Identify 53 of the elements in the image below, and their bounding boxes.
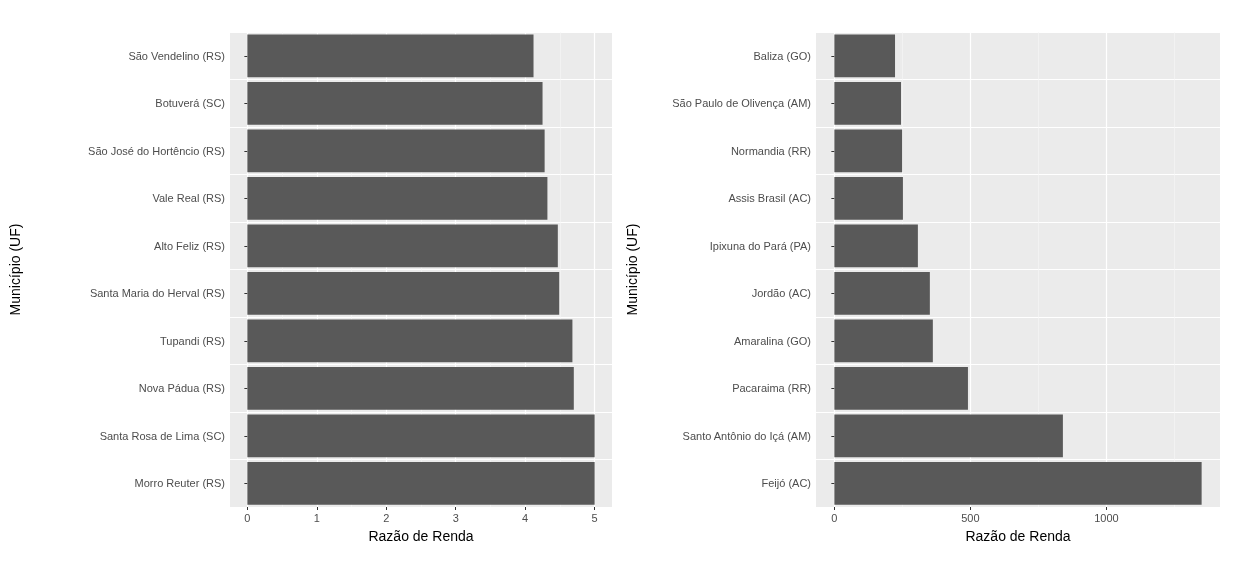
- y-tick-label: Santo Antônio do Içá (AM): [682, 429, 811, 442]
- bar: [247, 319, 573, 363]
- bar: [834, 81, 902, 125]
- bar: [834, 271, 930, 315]
- y-tick-label: Botuverá (SC): [155, 97, 225, 110]
- y-tick-label: Nova Pádua (RS): [138, 382, 225, 395]
- y-tick-label: Tupandi (RS): [159, 334, 225, 347]
- bar: [834, 366, 968, 410]
- x-tick-label: 4: [522, 511, 529, 524]
- y-tick-label: Jordão (AC): [751, 287, 811, 300]
- x-tick-label: 0: [244, 511, 251, 524]
- y-axis-title: Município (UF): [7, 223, 23, 316]
- bar: [247, 129, 545, 173]
- x-tick-label: 3: [452, 511, 459, 524]
- bar: [247, 34, 534, 78]
- y-tick-label: Assis Brasil (AC): [728, 192, 811, 205]
- x-axis-title: Razão de Renda: [965, 528, 1071, 544]
- bar: [247, 271, 560, 315]
- y-tick-label: Ipixuna do Pará (PA): [709, 239, 811, 252]
- y-tick-label: Alto Feliz (RS): [154, 239, 225, 252]
- bar: [834, 129, 903, 173]
- y-axis-title: Município (UF): [624, 223, 640, 316]
- bar: [247, 366, 574, 410]
- bar: [834, 414, 1063, 458]
- y-tick-label: São José do Hortêncio (RS): [88, 144, 225, 157]
- y-tick-label: Baliza (GO): [753, 49, 811, 62]
- bar: [834, 176, 903, 220]
- x-tick-label: 500: [961, 511, 980, 524]
- bar: [834, 319, 933, 363]
- bar: [247, 81, 543, 125]
- y-tick-label: Pacaraima (RR): [732, 382, 811, 395]
- y-tick-label: São Paulo de Olivença (AM): [672, 97, 811, 110]
- y-tick-label: Santa Rosa de Lima (SC): [99, 429, 225, 442]
- y-tick-label: Santa Maria do Herval (RS): [89, 287, 225, 300]
- y-tick-label: Vale Real (RS): [152, 192, 225, 205]
- y-tick-label: Feijó (AC): [761, 477, 811, 490]
- y-tick-label: São Vendelino (RS): [128, 49, 225, 62]
- bar: [247, 224, 558, 268]
- bar: [247, 414, 595, 458]
- x-axis-title: Razão de Renda: [368, 528, 474, 544]
- x-tick-label: 1: [313, 511, 320, 524]
- bar: [834, 34, 896, 78]
- x-tick-label: 2: [383, 511, 390, 524]
- x-tick-label: 1000: [1094, 511, 1119, 524]
- bar: [247, 461, 595, 505]
- x-tick-label: 0: [831, 511, 838, 524]
- x-tick-label: 5: [591, 511, 598, 524]
- bar: [834, 461, 1202, 505]
- bar: [247, 176, 548, 220]
- y-tick-label: Normandia (RR): [730, 144, 811, 157]
- y-tick-label: Amaralina (GO): [733, 334, 811, 347]
- y-tick-label: Morro Reuter (RS): [134, 477, 225, 490]
- bar: [834, 224, 918, 268]
